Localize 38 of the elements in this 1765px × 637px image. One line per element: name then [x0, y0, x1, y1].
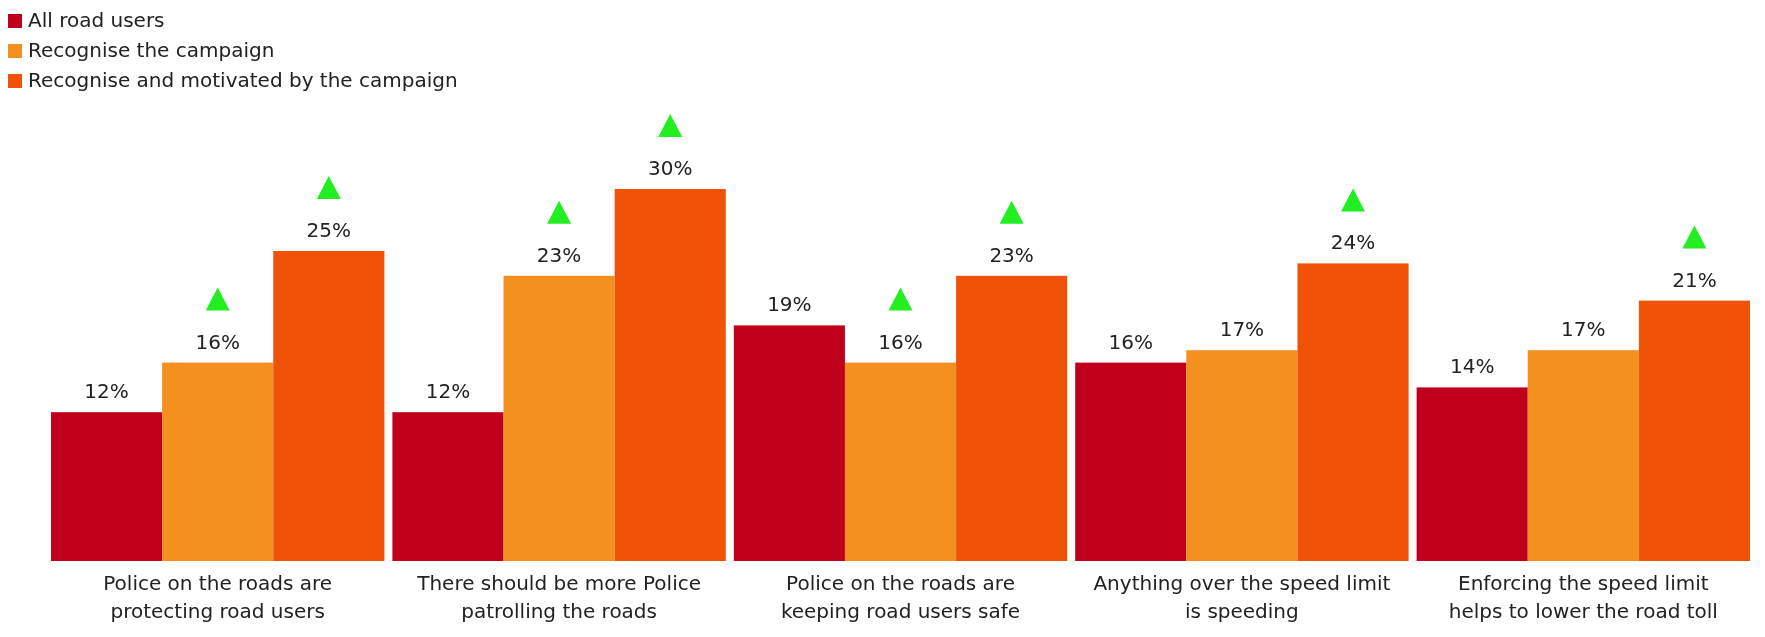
bar: [956, 275, 1068, 561]
legend-label: All road users: [28, 8, 165, 32]
bar: [503, 275, 615, 561]
data-label: 23%: [536, 242, 582, 267]
legend-label: Recognise and motivated by the campaign: [28, 68, 458, 92]
x-tick-label: Enforcing the speed limit helps to lower the road toll: [1448, 571, 1718, 623]
data-label: 17%: [1219, 317, 1265, 342]
x-tick-label: Anything over the speed limit is speeding: [1093, 571, 1391, 623]
bar: [162, 362, 274, 561]
data-label: 14%: [1449, 354, 1495, 379]
bar: [1638, 300, 1750, 561]
bar: [614, 189, 726, 561]
legend-label: Recognise the campaign: [28, 38, 275, 62]
x-tick-label: There should be more Police patrolling the roads: [416, 571, 701, 623]
data-label: 12%: [84, 379, 129, 404]
data-label: 19%: [767, 292, 812, 317]
data-label: 16%: [195, 329, 240, 354]
bar: [51, 412, 163, 561]
bar: [392, 412, 504, 561]
x-tick-label: Police on the roads are protecting road users: [103, 571, 333, 623]
bar: [1186, 350, 1298, 561]
data-label: 24%: [1330, 230, 1376, 255]
bar: [1075, 362, 1187, 561]
data-label: 21%: [1672, 267, 1717, 292]
data-label: 23%: [989, 242, 1034, 267]
data-label: 17%: [1561, 317, 1606, 342]
bar: [844, 362, 957, 561]
data-label: 30%: [648, 156, 693, 180]
bar: [1416, 387, 1528, 561]
bar: [733, 325, 845, 561]
data-label: 16%: [878, 329, 923, 354]
data-label: 12%: [425, 379, 471, 404]
data-label: 25%: [306, 218, 352, 242]
bar: [273, 251, 385, 561]
bar: [1527, 350, 1639, 561]
bar: [1297, 263, 1409, 561]
x-tick-label: Police on the roads are keeping road users safe: [780, 571, 1021, 623]
data-label: 16%: [1108, 329, 1153, 354]
